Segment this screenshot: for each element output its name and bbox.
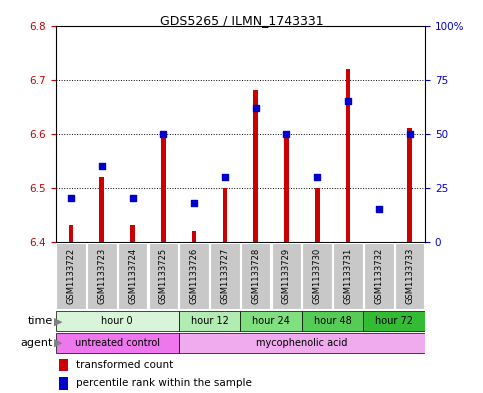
Bar — [56, 243, 85, 309]
Point — [283, 130, 290, 137]
Point — [406, 130, 413, 137]
Bar — [59, 377, 69, 390]
Bar — [130, 226, 135, 242]
Point — [313, 174, 321, 180]
Text: percentile rank within the sample: percentile rank within the sample — [76, 378, 252, 388]
Point — [252, 105, 259, 111]
Point — [128, 195, 136, 202]
Text: ▶: ▶ — [54, 316, 62, 326]
Text: mycophenolic acid: mycophenolic acid — [256, 338, 348, 348]
Text: hour 48: hour 48 — [314, 316, 352, 326]
Point — [98, 163, 106, 169]
Text: GSM1133725: GSM1133725 — [159, 248, 168, 304]
Text: hour 24: hour 24 — [252, 316, 290, 326]
Bar — [99, 177, 104, 242]
Bar — [364, 311, 425, 331]
Point — [375, 206, 383, 213]
Text: GSM1133722: GSM1133722 — [67, 248, 75, 304]
Bar — [223, 188, 227, 242]
Text: agent: agent — [21, 338, 53, 348]
Bar — [210, 243, 240, 309]
Bar — [240, 311, 302, 331]
Bar — [161, 134, 166, 242]
Bar — [395, 243, 425, 309]
Text: GSM1133726: GSM1133726 — [190, 248, 199, 304]
Text: ▶: ▶ — [54, 338, 62, 348]
Bar — [56, 333, 179, 353]
Bar — [56, 311, 179, 331]
Bar — [302, 311, 364, 331]
Bar — [284, 134, 289, 242]
Bar — [149, 243, 178, 309]
Bar — [333, 243, 363, 309]
Bar — [254, 90, 258, 242]
Bar — [179, 243, 209, 309]
Bar — [364, 243, 394, 309]
Text: GSM1133729: GSM1133729 — [282, 248, 291, 304]
Bar — [192, 231, 197, 242]
Bar — [315, 188, 320, 242]
Bar — [118, 243, 147, 309]
Bar — [407, 128, 412, 242]
Text: GSM1133724: GSM1133724 — [128, 248, 137, 304]
Bar — [346, 69, 350, 242]
Point — [190, 200, 198, 206]
Point — [221, 174, 229, 180]
Point — [67, 195, 75, 202]
Bar — [241, 243, 270, 309]
Text: GSM1133731: GSM1133731 — [343, 248, 353, 304]
Bar — [272, 243, 301, 309]
Text: GSM1133732: GSM1133732 — [374, 248, 384, 304]
Text: transformed count: transformed count — [76, 360, 173, 370]
Text: hour 12: hour 12 — [191, 316, 228, 326]
Bar — [179, 333, 425, 353]
Text: hour 72: hour 72 — [375, 316, 413, 326]
Text: GSM1133728: GSM1133728 — [251, 248, 260, 304]
Text: time: time — [28, 316, 53, 326]
Text: GDS5265 / ILMN_1743331: GDS5265 / ILMN_1743331 — [160, 14, 323, 27]
Text: GSM1133733: GSM1133733 — [405, 248, 414, 304]
Text: GSM1133723: GSM1133723 — [97, 248, 106, 304]
Text: hour 0: hour 0 — [101, 316, 133, 326]
Text: GSM1133730: GSM1133730 — [313, 248, 322, 304]
Bar — [179, 311, 240, 331]
Point — [159, 130, 167, 137]
Bar — [87, 243, 116, 309]
Text: untreated control: untreated control — [75, 338, 159, 348]
Bar — [69, 226, 73, 242]
Point — [344, 98, 352, 105]
Text: GSM1133727: GSM1133727 — [220, 248, 229, 304]
Bar — [59, 359, 69, 371]
Bar — [302, 243, 332, 309]
